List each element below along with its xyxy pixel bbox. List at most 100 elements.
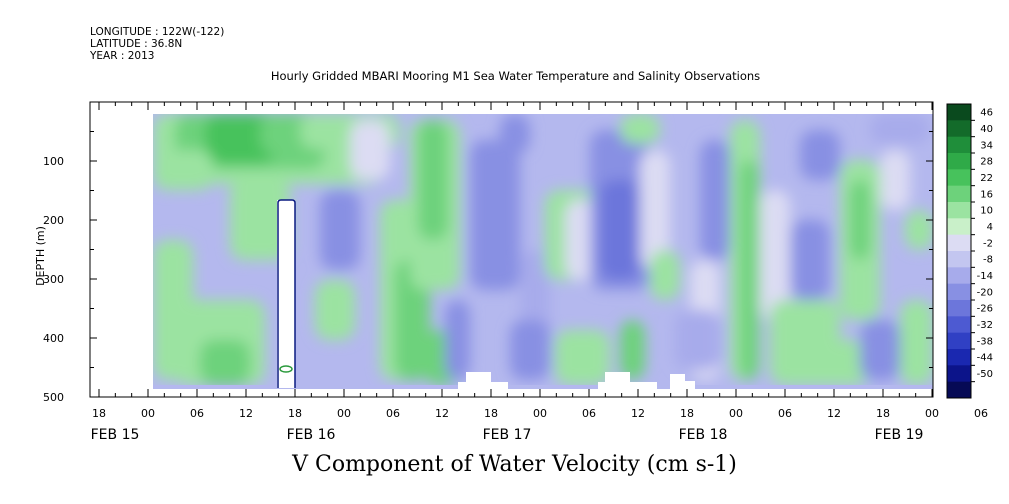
x-day-label: FEB 17 [483,427,532,443]
heatmap-patch [320,190,360,270]
y-tick-label: 100 [43,155,64,168]
colorbar-swatch [947,120,971,138]
heatmap-patch [870,114,930,144]
heatmap-patch [700,140,730,260]
colorbar-tick-label: 10 [980,206,993,217]
colorbar-swatch [947,202,971,219]
colorbar-swatch [947,169,971,187]
longitude-label: LONGITUDE : 122W(-122) [90,26,225,38]
x-day-label: FEB 16 [287,427,336,443]
missing-data-gap-outline [277,199,296,388]
y-tick-label: 400 [43,332,64,345]
x-tick-label: 06 [974,407,988,420]
colorbar-swatch [947,349,971,366]
axes: 100 200 300 400 500 18 00 06 12 18 00 06 12 18 00 06 12 1… [43,102,988,443]
y-axis-label: DEPTH (m) [34,226,47,286]
missing-data-bottom-3 [670,374,695,389]
heatmap-patch [905,210,933,250]
heatmap-patch [800,130,840,180]
missing-data-column [277,200,295,388]
y-tick-label: 300 [43,273,64,286]
x-tick-label: 00 [533,407,547,420]
heatmap-patch [620,320,645,380]
plot-title: Hourly Gridded MBARI Mooring M1 Sea Wate… [270,69,761,83]
colorbar-swatch [947,136,971,154]
heatmap-patch [650,250,680,300]
colorbar-tick-label: 22 [980,173,993,184]
colorbar-tick-label: -26 [977,304,993,315]
heatmap-patch [350,120,390,180]
contour-ring [279,365,293,373]
y-tick-label: 200 [43,214,64,227]
year-label: YEAR : 2013 [90,50,155,62]
colorbar-swatch [947,104,971,121]
x-tick-label: 12 [435,407,449,420]
missing-data-bottom-2 [598,372,657,389]
x-day-label: FEB 15 [91,427,140,443]
x-tick-label: 12 [631,407,645,420]
heatmap-patch [555,330,610,385]
x-day-label: FEB 18 [679,427,728,443]
x-tick-label: 12 [239,407,253,420]
colorbar-tick-label: -14 [977,271,993,282]
heatmap-patch [800,340,870,385]
heatmap-patch [600,180,640,280]
heatmap-patch [315,280,355,340]
heatmap-patch [510,320,550,380]
heatmap-patch [675,310,720,370]
heatmap-patch [445,300,470,380]
heatmap-patch [900,300,933,385]
colorbar-swatch [947,332,971,350]
x-tick-label: 06 [190,407,204,420]
heatmap-patch [153,150,213,190]
colorbar-swatch [947,218,971,236]
heatmap-patch [790,220,830,300]
colorbar-tick-label: -8 [983,255,993,266]
heatmap-patch [395,260,430,380]
heatmap-patch [620,114,660,144]
colorbar-tick-label: 46 [980,108,993,119]
heatmap-patch [760,190,790,320]
heatmap-patch [205,114,275,164]
heatmap-patch [640,150,670,270]
colorbar-tick-label: -50 [977,369,993,380]
x-tick-label: 06 [386,407,400,420]
x-tick-label: 00 [141,407,155,420]
x-tick-label: 06 [582,407,596,420]
x-tick-label: 12 [827,407,841,420]
colorbar-swatch [947,153,971,170]
heatmap-patch [470,140,520,290]
heatmap-patch [200,340,250,385]
heatmap-field [153,114,933,389]
colorbar-tick-label: -32 [977,320,993,331]
latitude-label: LATITUDE : 36.8N [90,38,183,50]
colorbar-swatch [947,316,971,334]
colorbar-swatch [947,234,971,252]
x-day-label: FEB 19 [875,427,924,443]
x-tick-label: 18 [288,407,302,420]
x-tick-label: 06 [778,407,792,420]
colorbar-tick-label: -20 [977,287,993,298]
x-tick-label: 18 [680,407,694,420]
x-tick-label: 00 [337,407,351,420]
colorbar-swatch [947,267,971,285]
missing-data-bottom-1 [458,372,508,389]
colorbar: 46 40 34 28 22 16 10 4 -2 -8 -14 -20 -26 -32 -38 -44 -50 [946,103,993,399]
heatmap-patch [880,150,910,210]
x-tick-label: 18 [92,407,106,420]
colorbar-tick-label: 34 [980,140,993,151]
heatmap-patch [418,120,448,240]
colorbar-swatch [947,300,971,317]
heatmap-patch [850,180,870,260]
colorbar-tick-label: 4 [987,222,993,233]
colorbar-swatch [947,365,971,383]
heatmap-patch [860,320,900,380]
variable-label: V Component of Water Velocity (cm s-1) [292,452,737,477]
heatmap-patch [500,114,530,154]
x-tick-label: 18 [484,407,498,420]
x-tick-label: 00 [925,407,939,420]
colorbar-swatch [947,381,971,399]
colorbar-tick-label: 16 [980,189,993,200]
colorbar-swatch [947,251,971,268]
